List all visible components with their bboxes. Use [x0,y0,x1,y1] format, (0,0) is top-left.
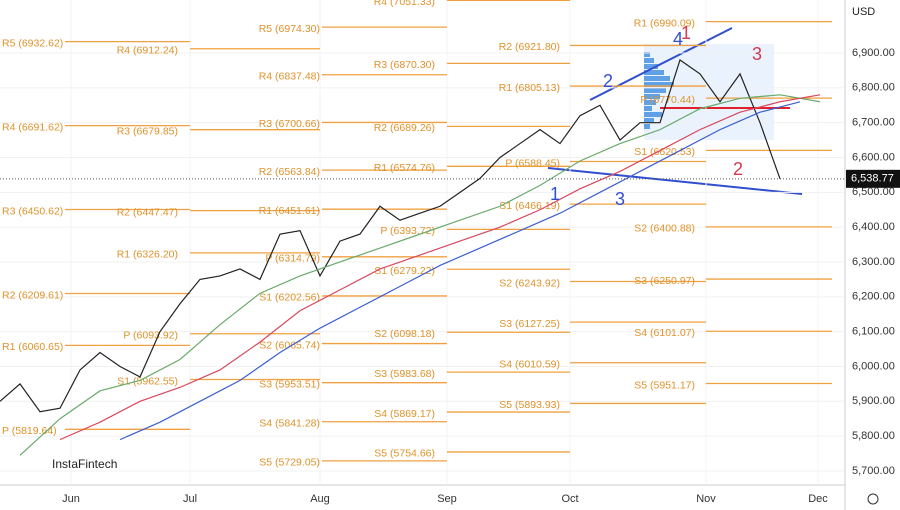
pivot-label: R4 (6837.48) [259,71,320,83]
y-tick-label: 6,700.00 [852,117,895,129]
volume-profile-bar [644,76,670,81]
logo-box [45,450,125,480]
pivot-label: S5 (5729.05) [259,457,320,469]
wave-label: 2 [603,71,613,91]
pivot-label: R1 (6326.20) [117,249,178,261]
y-tick-label: 6,100.00 [852,326,895,338]
series-line [19,94,821,456]
pivot-label: R1 (6451.61) [259,205,320,217]
pivot-label: R4 (7051.33) [374,0,435,8]
pivot-label: R1 (6805.13) [499,82,560,94]
pivot-label: S4 (6101.07) [634,327,695,339]
wave-label: 1 [550,184,560,204]
x-tick-label: Jul [183,493,197,505]
currency: USD [852,6,875,18]
pivot-label: S1 (6202.56) [259,292,320,304]
pivot-label: P (6588.45) [505,157,560,169]
y-tick-label: 6,400.00 [852,221,895,233]
pivot-label: R2 (6921.80) [499,41,560,53]
pivot-label: R3 (6870.30) [374,59,435,71]
pivot-label: S2 (6098.18) [374,328,435,340]
pivot-label: S2 (6243.92) [499,277,560,289]
pivot-label: S3 (5983.68) [374,368,435,380]
pivot-label: R4 (6691.62) [2,121,63,133]
x-tick-label: Sep [437,493,457,505]
volume-profile-bar [644,52,650,57]
volume-profile-bar [644,82,674,87]
pivot-label: R3 (6679.85) [117,125,178,137]
pivot-label: R3 (6450.62) [2,205,63,217]
volume-profile-bar [644,118,654,123]
x-tick-label: Jun [62,493,80,505]
pivot-label: R2 (6209.61) [2,289,63,301]
pivot-label: S4 (6010.59) [499,359,560,371]
y-tick-label: 6,200.00 [852,291,895,303]
trend-line [547,167,803,195]
pivot-label: S2 (6400.88) [634,223,695,235]
volume-profile-bar [644,58,654,63]
y-tick-label: 6,800.00 [852,82,895,94]
volume-profile-bar [644,94,660,99]
pivot-label: S2 (6065.74) [259,339,320,351]
x-tick-label: Nov [696,493,716,505]
logo: InstaFintech [52,457,117,471]
pivot-label: R2 (6447.47) [117,206,178,218]
last-price-box [846,169,900,188]
y-tick-label: 6,000.00 [852,360,895,372]
wave-label: 1 [681,23,691,43]
y-tick-label: 6,300.00 [852,256,895,268]
volume-profile-bar [644,106,652,111]
y-tick-label: 6,500.00 [852,186,895,198]
y-tick-label: 5,900.00 [852,395,895,407]
pivot-label: S3 (6127.25) [499,318,560,330]
pivot-label: S4 (5869.17) [374,408,435,420]
series-line [59,94,821,441]
pivot-label: R2 (6563.84) [259,166,320,178]
pivot-label: P (5819.64) [2,425,57,437]
series-line [119,101,801,441]
pivot-label: R5 (6974.30) [259,23,320,35]
pivot-label: S5 (5893.93) [499,399,560,411]
pivot-label: R1 (6990.09) [634,17,695,29]
series-line [0,59,781,413]
volume-profile-bar [644,112,662,117]
x-tick-label: Oct [561,493,578,505]
volume-profile-bar [644,124,650,129]
wave-label: 2 [733,159,743,179]
wave-label: 3 [615,189,625,209]
pivot-label: S3 (5953.51) [259,378,320,390]
pivot-label: S1 (6620.53) [634,146,695,158]
pivot-label: R3 (6700.66) [259,118,320,130]
volume-profile-bar [644,70,664,75]
x-tick-label: Dec [808,493,828,505]
y-tick-label: 6,900.00 [852,47,895,59]
y-tick-label: 5,700.00 [852,465,895,477]
volume-profile [644,52,674,129]
wave-label: 4 [673,29,683,49]
pivot-label: S3 (6250.97) [634,275,695,287]
pivot-label: R1 (6574.76) [374,162,435,174]
pivot-label: P (6093.92) [123,330,178,342]
volume-profile-bar [644,64,658,69]
pivot-label: R5 (6932.62) [2,37,63,49]
volume-profile-bar [644,100,656,105]
volume-profile-bar [644,88,666,93]
pivot-label: P (6314.79) [265,253,320,265]
pivot-label: S1 (6279.22) [374,265,435,277]
pivot-label: R1 (6060.65) [2,341,63,353]
y-tick-label: 6,600.00 [852,151,895,163]
y-tick-label: 5,800.00 [852,430,895,442]
wave-label: 3 [752,44,762,64]
last-price-label: 6,538.77 [851,173,894,185]
pivot-label: R2 (6689.26) [374,122,435,134]
pivot-label: S4 (5841.28) [259,418,320,430]
pivot-label: S1 (6466.19) [499,200,560,212]
pivot-label: S1 (5962.55) [117,375,178,387]
pivot-label: R4 (6912.24) [117,45,178,57]
x-tick-label: Aug [310,493,330,505]
pivot-label: S5 (5951.17) [634,379,695,391]
pivot-label: S5 (5754.66) [374,448,435,460]
settings-icon[interactable] [867,493,879,505]
